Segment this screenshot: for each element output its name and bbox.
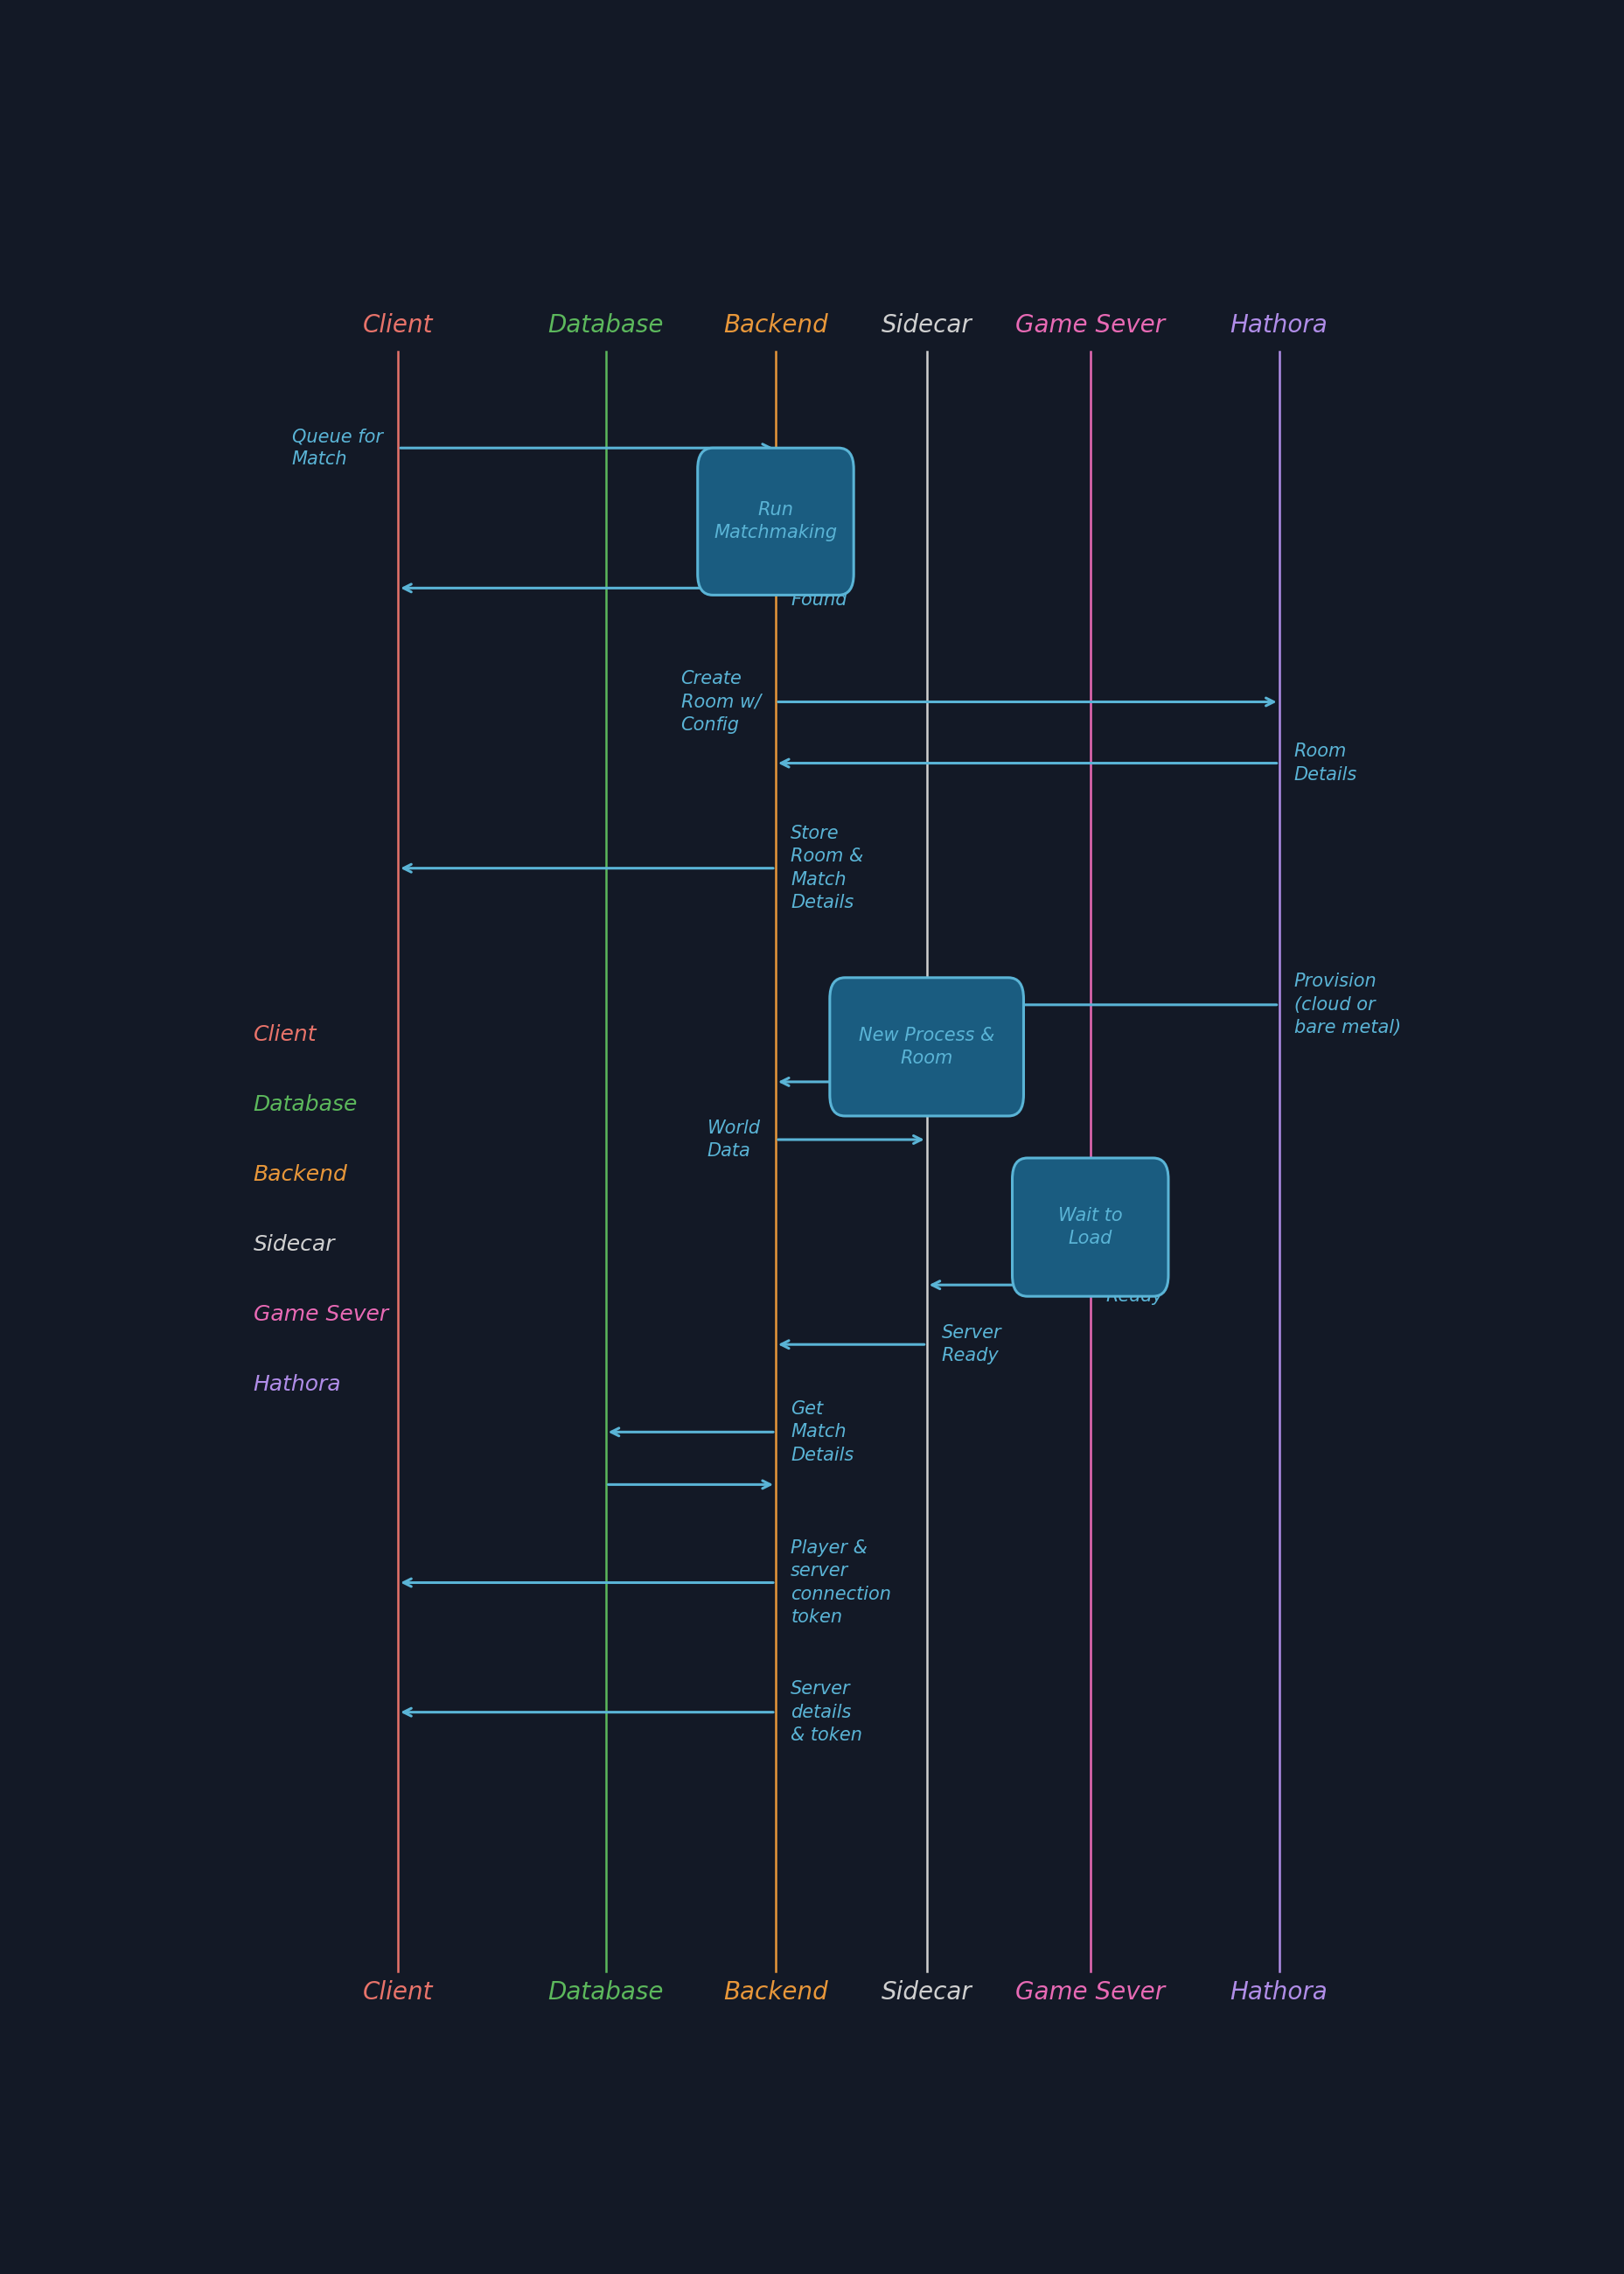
Text: Client: Client bbox=[362, 1981, 434, 2006]
Text: Sidecar: Sidecar bbox=[882, 1981, 973, 2006]
Text: Provision
(cloud or
bare metal): Provision (cloud or bare metal) bbox=[1294, 973, 1402, 1037]
Text: Run
Matchmaking: Run Matchmaking bbox=[715, 500, 838, 541]
Text: Server
Ready: Server Ready bbox=[1106, 1264, 1166, 1305]
Text: Backend: Backend bbox=[723, 314, 828, 337]
Text: Match
Found: Match Found bbox=[791, 568, 848, 609]
Text: Client: Client bbox=[362, 314, 434, 337]
Text: World
Data: World Data bbox=[706, 1119, 760, 1160]
Text: Backend: Backend bbox=[253, 1164, 348, 1185]
Text: Game Sever: Game Sever bbox=[1015, 1981, 1164, 2006]
FancyBboxPatch shape bbox=[1012, 1157, 1168, 1296]
Text: Game Sever: Game Sever bbox=[1015, 314, 1164, 337]
Text: Hathora: Hathora bbox=[1231, 1981, 1328, 2006]
Text: Room
Details: Room Details bbox=[1294, 744, 1358, 785]
Text: Queue for
Match: Queue for Match bbox=[292, 428, 383, 468]
Text: Server
Ready: Server Ready bbox=[942, 1323, 1002, 1364]
Text: Database: Database bbox=[253, 1094, 357, 1114]
Text: Sidecar: Sidecar bbox=[253, 1235, 335, 1255]
Text: Game Sever: Game Sever bbox=[253, 1305, 388, 1326]
Text: Backend: Backend bbox=[723, 1981, 828, 2006]
Text: Database: Database bbox=[547, 314, 664, 337]
Text: New Process &
Room: New Process & Room bbox=[859, 1026, 994, 1067]
Text: Database: Database bbox=[547, 1981, 664, 2006]
FancyBboxPatch shape bbox=[830, 978, 1023, 1117]
Text: Sidecar: Sidecar bbox=[882, 314, 973, 337]
Text: Client: Client bbox=[253, 1023, 317, 1046]
FancyBboxPatch shape bbox=[698, 448, 854, 596]
Text: Create
Room w/
Config: Create Room w/ Config bbox=[680, 671, 760, 735]
Text: Wait to
Load: Wait to Load bbox=[1059, 1207, 1122, 1248]
Text: Hathora: Hathora bbox=[253, 1373, 341, 1396]
Text: Player &
server
connection
token: Player & server connection token bbox=[791, 1539, 892, 1626]
Text: Get
World
Data: Get World Data bbox=[942, 1051, 996, 1114]
Text: Server
details
& token: Server details & token bbox=[791, 1680, 862, 1744]
Text: Store
Room &
Match
Details: Store Room & Match Details bbox=[791, 825, 864, 912]
Text: Hathora: Hathora bbox=[1231, 314, 1328, 337]
Text: Get
Match
Details: Get Match Details bbox=[791, 1401, 854, 1464]
